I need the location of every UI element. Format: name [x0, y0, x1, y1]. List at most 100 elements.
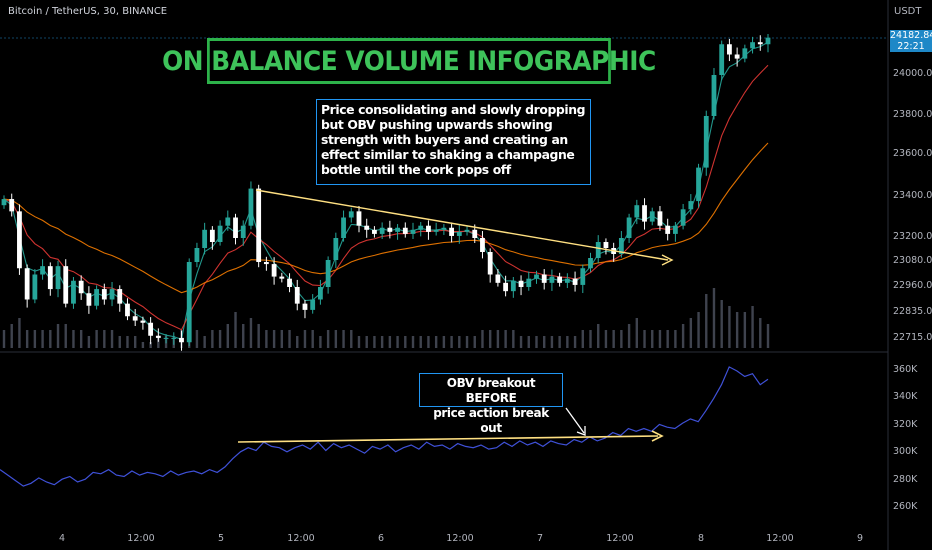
volume-bar [543, 336, 546, 348]
volume-bar [72, 330, 75, 348]
candle-body [109, 289, 115, 300]
volume-bar [10, 324, 13, 348]
volume-bar [87, 336, 91, 348]
volume-bar [95, 330, 98, 348]
volume-bar [380, 336, 384, 348]
candle-body [140, 320, 146, 323]
volume-bar [272, 330, 276, 348]
volume-bar [666, 330, 669, 348]
candle-body [688, 201, 694, 210]
candle-body [341, 217, 346, 238]
volume-bar [450, 336, 453, 348]
candle-body [171, 337, 177, 339]
volume-bar [203, 336, 206, 348]
volume-bar [527, 336, 530, 348]
volume-bar [2, 330, 6, 348]
volume-bar [504, 330, 507, 348]
candle-body [209, 229, 215, 242]
volume-bar [311, 330, 314, 348]
volume-bar [558, 336, 561, 348]
last-price-badge: 24182.84 22:21 [890, 30, 932, 52]
candle-body [649, 211, 655, 222]
volume-bar [404, 336, 407, 348]
moving-average-line [3, 142, 769, 294]
candle-body [24, 268, 30, 300]
candle-body [310, 299, 316, 310]
candle-body [418, 225, 424, 230]
candle-body [287, 278, 292, 287]
candle-body [63, 266, 69, 304]
volume-bar [465, 336, 469, 348]
time-tick-label: 4 [58, 533, 66, 544]
annotation-pointer-head [576, 426, 586, 436]
obv-trendline-arrow [651, 430, 664, 442]
volume-bar [41, 330, 44, 348]
candle-body [186, 262, 192, 343]
volume-bar [419, 336, 422, 348]
volume-bar [766, 324, 770, 348]
candle-body [279, 276, 285, 279]
candle-body [356, 211, 362, 226]
obv-tick-label: 360K [893, 364, 918, 375]
volume-bar [566, 336, 569, 348]
last-price-countdown: 22:21 [897, 41, 925, 52]
candle-body [719, 44, 725, 75]
price-tick-label: 23800.00 [893, 109, 932, 120]
candle-body [480, 238, 485, 252]
volume-bar [651, 330, 654, 348]
candle-body [32, 274, 38, 300]
volume-bar [280, 330, 284, 348]
candle-body [40, 266, 45, 275]
price-tick-label: 22835.00 [893, 306, 932, 317]
obv-tick-label: 320K [893, 419, 918, 430]
volume-bar [49, 330, 52, 348]
candle-body [132, 316, 138, 321]
candle-body [572, 278, 578, 285]
candle-body [263, 262, 269, 265]
candle-body [603, 242, 609, 248]
candle-body [680, 209, 686, 226]
candle-body [534, 274, 539, 279]
price-annotation: Price consolidating and slowly dropping … [316, 99, 591, 185]
time-tick-label: 12:00 [606, 533, 634, 544]
volume-bar [512, 330, 515, 348]
candle-body [1, 199, 7, 206]
price-tick-label: 23400.00 [893, 190, 932, 201]
volume-bar [735, 312, 739, 348]
volume-bar [303, 330, 307, 348]
candle-body [703, 116, 709, 168]
volume-bar [288, 330, 291, 348]
candle-body [564, 278, 570, 283]
volume-bar [488, 330, 492, 348]
candle-body [657, 211, 663, 226]
candle-body [472, 229, 478, 238]
candle-body [217, 225, 223, 242]
volume-bar [357, 336, 361, 348]
volume-bar [195, 330, 199, 348]
candle-body [503, 282, 509, 292]
volume-bar [535, 336, 538, 348]
candle-body [634, 205, 640, 218]
volume-bar [743, 312, 747, 348]
moving-average-line [3, 41, 769, 341]
volume-bar [705, 294, 708, 348]
candle-body [557, 276, 563, 283]
volume-bar [720, 300, 723, 348]
candle-body [441, 227, 447, 230]
volume-bar [658, 330, 662, 348]
volume-bar [581, 330, 584, 348]
time-tick-label: 9 [856, 533, 864, 544]
axis-unit-label: USDT [894, 6, 922, 17]
candle-body [348, 211, 354, 218]
candle-body [233, 217, 238, 238]
last-price-value: 24182.84 [890, 30, 932, 41]
candle-body [117, 289, 123, 304]
moving-averages [3, 41, 769, 341]
volume-bar [110, 330, 114, 348]
volume-bar [411, 336, 415, 348]
volume-bar [697, 312, 700, 348]
price-trendline-arrow [661, 254, 674, 266]
volume-bar [496, 330, 500, 348]
volume-bar [234, 312, 237, 348]
volume-bar [597, 324, 600, 348]
